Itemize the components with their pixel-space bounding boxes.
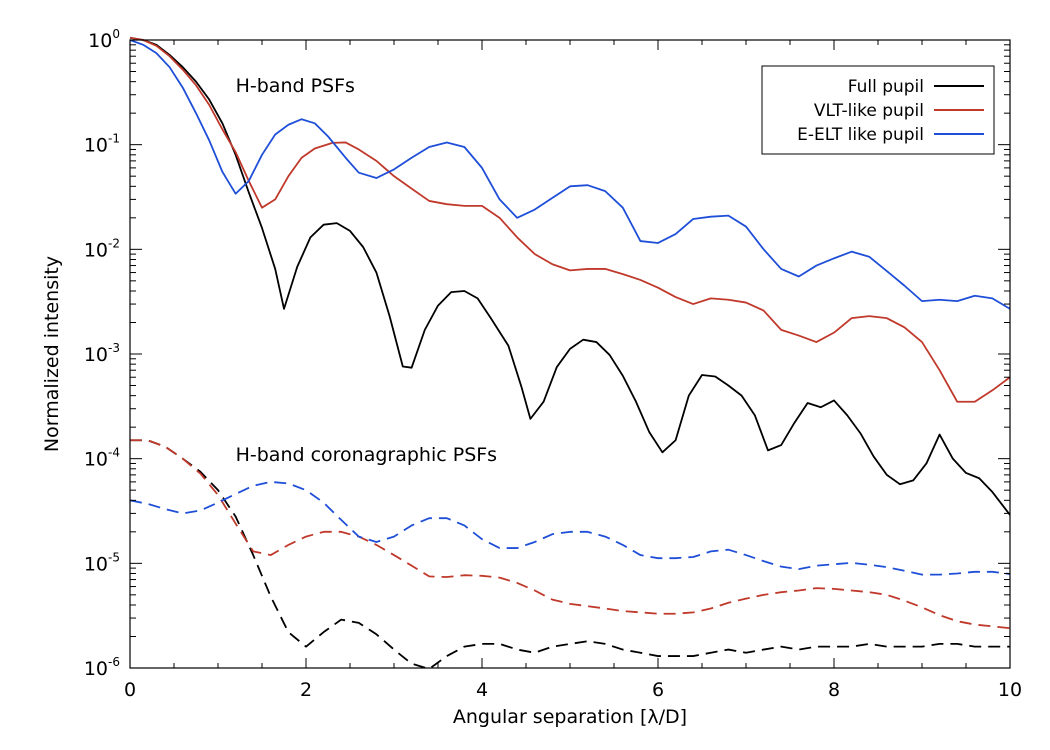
legend-label: E-ELT like pupil xyxy=(797,125,924,145)
legend: Full pupil VLT-like pupil E-ELT like pupil xyxy=(761,65,995,155)
labels-layer: 0 2 4 6 8 10 10-6 10-5 10-4 10-3 10-2 10-1 100 Angula… xyxy=(41,27,1022,728)
annotation-1: H-band coronagraphic PSFs xyxy=(236,444,498,466)
y-tick-label: 10-2 xyxy=(84,236,120,261)
x-tick-label: 6 xyxy=(652,679,664,701)
y-tick-label: 10-3 xyxy=(84,341,120,366)
series-layer xyxy=(129,36,1011,670)
x-tick-label: 8 xyxy=(828,679,840,701)
y-tick-label: 10-1 xyxy=(84,132,120,157)
x-tick-label: 0 xyxy=(124,679,136,701)
y-tick-label: 10-5 xyxy=(84,550,120,575)
series-line-2 xyxy=(129,39,1011,310)
y-tick-label: 10-6 xyxy=(84,655,120,680)
x-tick-label: 4 xyxy=(476,679,488,701)
series-line-4 xyxy=(130,439,1011,630)
x-tick-label: 2 xyxy=(300,679,312,701)
legend-label: Full pupil xyxy=(848,77,924,97)
x-tick-label: 10 xyxy=(998,679,1022,701)
y-axis-title: Normalized intensity xyxy=(41,256,63,452)
y-tick-label: 100 xyxy=(88,27,120,52)
y-tick-label: 10-4 xyxy=(84,446,120,471)
series-line-0 xyxy=(129,36,1011,516)
annotation-0: H-band PSFs xyxy=(236,75,355,97)
axes-layer xyxy=(129,39,1011,669)
series-line-5 xyxy=(129,480,1011,576)
legend-label: VLT-like pupil xyxy=(814,101,924,121)
series-line-3 xyxy=(130,439,1010,670)
x-axis-title: Angular separation [λ/D] xyxy=(453,706,687,728)
